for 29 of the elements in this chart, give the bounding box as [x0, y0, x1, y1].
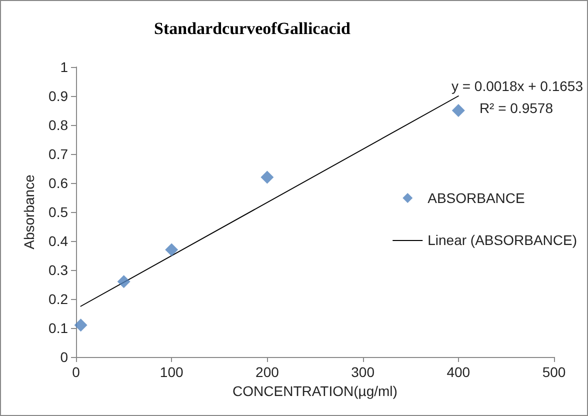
annotation: R² = 0.9578: [479, 100, 554, 116]
y-tick-label: 0.2: [48, 291, 68, 307]
y-tick-label: 1: [60, 59, 68, 75]
point: [117, 275, 130, 288]
y-tick-label: 0.7: [48, 146, 68, 162]
point: [260, 170, 274, 184]
y-tick-label: 0.5: [48, 204, 68, 220]
x-tick-label: 100: [160, 364, 184, 380]
x-tick-label: 0: [72, 364, 80, 380]
y-tick-label: 0.6: [48, 175, 68, 191]
x-axis-title: CONCENTRATION(µg/ml): [232, 382, 398, 399]
y-tick-label: 0.1: [48, 320, 68, 336]
y-axis-title: Absorbance: [21, 174, 37, 250]
point: [74, 318, 88, 332]
x-tick-label: 500: [542, 364, 566, 380]
x-tick-label: 400: [446, 364, 470, 380]
legend-label: Linear (ABSORBANCE): [428, 232, 578, 248]
chart-title: StandardcurveofGallicacid: [154, 19, 351, 38]
annotation: y = 0.0018x + 0.1653: [451, 78, 584, 94]
x-tick-label: 300: [351, 364, 375, 380]
y-tick-label: 0.9: [48, 88, 68, 104]
y-tick-label: 0.8: [48, 117, 68, 133]
legend-label: ABSORBANCE: [428, 190, 525, 206]
x-tick-label: 200: [256, 364, 280, 380]
y-tick-label: 0.3: [48, 262, 68, 278]
point: [452, 104, 465, 117]
y-tick-label: 0: [60, 349, 68, 365]
y-tick-label: 0.4: [48, 233, 68, 249]
point: [165, 243, 178, 256]
